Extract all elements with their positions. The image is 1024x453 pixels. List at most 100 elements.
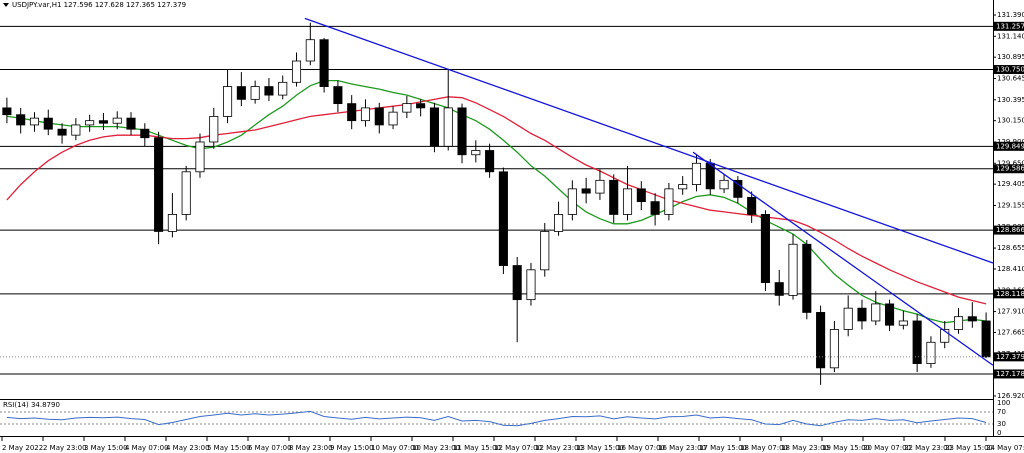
rsi-tick-label: 30: [997, 420, 1006, 428]
y-tick-label: 129.405: [997, 180, 1024, 188]
candle-body: [360, 107, 371, 122]
level-label-box: [994, 369, 1024, 379]
y-tick-label: 131.390: [997, 11, 1024, 19]
moving-average: [6, 79, 987, 324]
candle-body: [388, 111, 398, 126]
candle-body: [98, 120, 108, 124]
candle-body: [747, 196, 757, 215]
candle-body: [429, 107, 439, 147]
candle-body: [733, 179, 743, 198]
y-tick-label: 128.410: [997, 265, 1024, 273]
x-tick-label: 2 May 2022: [2, 444, 43, 452]
y-tick-label: 131.140: [997, 32, 1024, 40]
candle-body: [664, 188, 674, 215]
candle-body: [650, 201, 660, 215]
candle-body: [209, 116, 219, 143]
candle-body: [540, 231, 550, 271]
menu-arrow[interactable]: [3, 3, 9, 7]
level-label-box: [994, 141, 1024, 151]
candle-body: [305, 39, 315, 62]
candle-body: [857, 307, 867, 322]
candle-body: [126, 117, 136, 130]
level-label-box: [994, 21, 1024, 31]
candle-body: [181, 171, 191, 215]
level-label-box: [994, 289, 1024, 299]
candle-body: [622, 188, 633, 215]
candle-body: [526, 269, 536, 301]
x-tick-label: 16 May 23:00: [658, 444, 706, 452]
x-tick-label: 19 May 15:00: [822, 444, 870, 452]
candle-body: [43, 117, 53, 130]
level-label: 129.849: [996, 142, 1024, 150]
trendline: [692, 151, 994, 366]
candle-body: [471, 150, 481, 156]
x-tick-label: 23 May 15:00: [945, 444, 993, 452]
candle-body: [843, 307, 853, 330]
candle-body: [816, 312, 826, 369]
candle-body: [29, 117, 40, 126]
x-tick-label: 24 May 07:00: [986, 444, 1024, 452]
y-tick-label: 130.895: [997, 53, 1024, 61]
level-label: 128.118: [996, 290, 1024, 298]
y-tick-label: 130.150: [997, 117, 1024, 125]
x-tick-label: 10 May 07:00: [371, 444, 419, 452]
x-tick-label: 10 May 23:00: [412, 444, 460, 452]
level-label-box: [994, 65, 1024, 75]
candle-body: [195, 141, 205, 173]
candle-body: [871, 303, 881, 322]
rsi-tick-label: 100: [997, 399, 1010, 407]
candle-body: [609, 179, 619, 215]
candle-body: [112, 117, 122, 124]
candle-body: [154, 137, 164, 232]
candle-body: [291, 60, 302, 83]
level-label-box: [994, 164, 1024, 174]
candle-body: [57, 128, 67, 136]
y-tick-label: 126.920: [997, 392, 1024, 400]
candle-body: [457, 107, 467, 156]
trendline: [304, 17, 994, 264]
level-label: 127.178: [996, 370, 1024, 378]
x-tick-label: 18 May 23:00: [781, 444, 829, 452]
candle-body: [2, 107, 12, 116]
y-tick-label: 128.655: [997, 244, 1024, 252]
moving-average: [6, 96, 987, 305]
candle-body: [264, 86, 274, 96]
candle-body: [926, 341, 936, 364]
y-tick-label: 127.910: [997, 308, 1024, 316]
y-tick-label: 129.650: [997, 159, 1024, 167]
candle-body: [885, 303, 895, 326]
x-tick-label: 8 May 23:00: [289, 444, 333, 452]
rsi-tick-label: 70: [997, 408, 1006, 416]
current-price-box: [994, 352, 1024, 362]
candle-body: [250, 86, 260, 100]
candle-body: [788, 243, 798, 296]
candle-body: [416, 103, 426, 109]
candle-body: [898, 320, 908, 326]
candle-body: [981, 320, 991, 358]
candle-body: [760, 214, 770, 284]
x-tick-label: 18 May 07:00: [740, 444, 788, 452]
level-label: 128.866: [996, 226, 1024, 234]
candle-body: [16, 114, 26, 126]
candle-body: [967, 316, 977, 322]
y-tick-label: 129.155: [997, 201, 1024, 209]
candle-body: [443, 107, 453, 147]
y-tick-label: 127.665: [997, 328, 1024, 336]
candle-body: [236, 86, 246, 100]
x-tick-label: 13 May 15:00: [576, 444, 624, 452]
candle-body: [319, 39, 329, 87]
x-tick-label: 4 May 23:00: [166, 444, 210, 452]
candle-body: [912, 320, 922, 364]
candle-body: [512, 265, 522, 301]
level-label: 131.257: [996, 22, 1024, 30]
x-tick-label: 4 May 07:00: [125, 444, 169, 452]
candle-body: [829, 329, 839, 369]
candle-body: [802, 243, 812, 313]
candle-body: [595, 179, 605, 194]
candle-body: [223, 86, 233, 117]
x-tick-label: 9 May 15:00: [330, 444, 374, 452]
x-tick-label: 17 May 15:00: [699, 444, 747, 452]
candle-body: [374, 107, 384, 126]
candle-body: [485, 150, 495, 173]
